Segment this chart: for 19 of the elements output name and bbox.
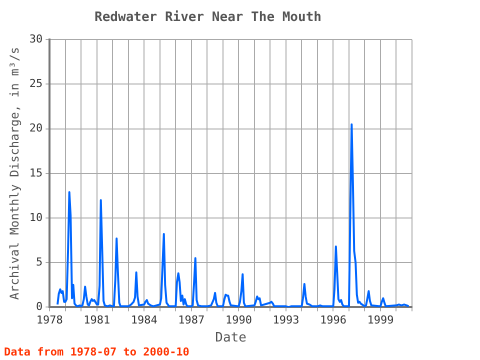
x-axis-title: Date (215, 330, 247, 346)
x-tick-label: 1981 (84, 314, 110, 327)
y-tick-label: 20 (29, 122, 43, 135)
text: Data from 1978-07 to 2000-10 (4, 345, 190, 358)
y-tick-label: 25 (29, 77, 43, 90)
y-tick-label: 10 (29, 210, 43, 224)
x-tick-label: 1999 (367, 314, 394, 327)
x-tick-label: 1990 (225, 314, 252, 327)
x-tick-label: 1978 (36, 314, 63, 327)
y-tick-label: 30 (29, 32, 43, 46)
x-tick-label: 1993 (272, 314, 300, 327)
x-tick-label: 1996 (320, 314, 346, 327)
x-tick-label: 1984 (130, 314, 158, 327)
y-tick-label: 5 (36, 255, 43, 268)
chart-title: Redwater River Near The Mouth (94, 10, 322, 26)
y-tick-label: 15 (29, 166, 43, 180)
y-axis-title: Archival Monthly Discharge, in m³/s (7, 46, 22, 300)
y-tick-label: 0 (36, 300, 43, 314)
x-tick-label: 1987 (178, 314, 205, 327)
